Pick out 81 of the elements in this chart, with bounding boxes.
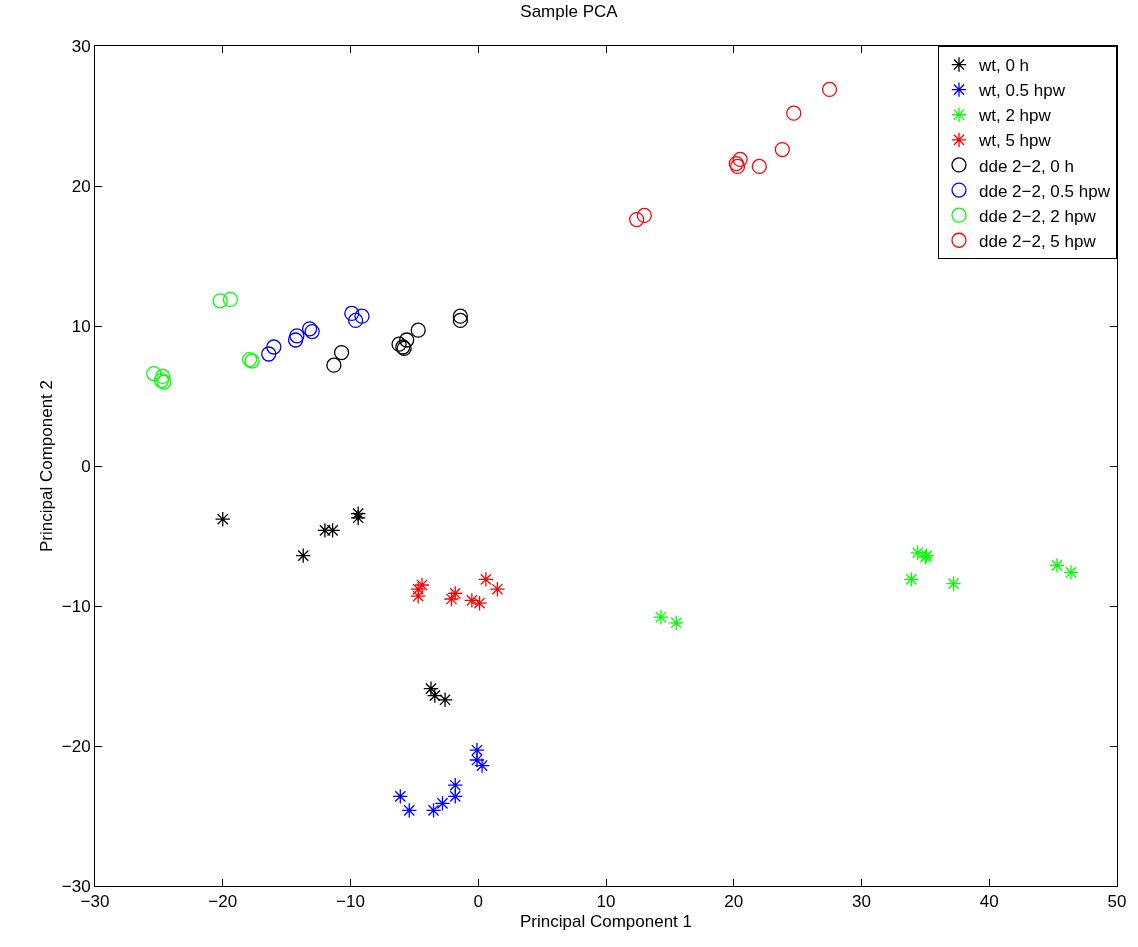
- point: [347, 312, 364, 329]
- x-tick-label: 20: [724, 892, 744, 912]
- point: [317, 522, 333, 539]
- x-axis-title: Principal Component 1: [520, 911, 692, 931]
- legend-label: dde 2−2, 0 h: [979, 156, 1075, 176]
- y-tick-label: 20: [71, 176, 91, 196]
- point: [489, 581, 506, 598]
- point: [732, 151, 748, 168]
- point: [410, 588, 427, 605]
- point: [945, 575, 962, 592]
- point: [350, 505, 367, 522]
- y-tick-label: 30: [71, 36, 91, 56]
- point: [212, 293, 228, 309]
- point: [324, 522, 341, 539]
- point: [399, 332, 415, 348]
- point: [443, 591, 460, 607]
- point: [668, 614, 685, 631]
- y-tick-label: −20: [61, 736, 91, 756]
- point: [410, 322, 426, 338]
- x-tick-label: 10: [596, 892, 616, 912]
- point: [146, 365, 162, 382]
- point: [751, 158, 767, 175]
- point: [354, 308, 370, 324]
- x-tick-label: −10: [336, 892, 365, 912]
- point: [447, 777, 464, 794]
- legend-label: dde 2−2, 0.5 hpw: [979, 181, 1111, 201]
- point: [214, 511, 231, 528]
- point: [261, 346, 277, 362]
- point: [1063, 564, 1079, 581]
- point: [295, 547, 312, 564]
- point: [222, 291, 239, 308]
- y-tick-label: 0: [81, 456, 91, 476]
- point: [653, 609, 669, 626]
- y-tick-label: −10: [61, 596, 91, 616]
- point: [474, 757, 490, 774]
- point: [903, 571, 920, 588]
- point: [155, 368, 171, 385]
- chart-title: Sample PCA: [520, 1, 619, 21]
- x-tick-label: 40: [979, 892, 999, 912]
- legend-label: wt, 5 hpw: [978, 131, 1052, 151]
- point: [434, 795, 451, 812]
- x-tick-label: 30: [852, 892, 871, 912]
- point: [350, 509, 367, 526]
- point: [478, 571, 494, 588]
- point: [469, 752, 485, 768]
- legend-label: wt, 0.5 hpw: [978, 81, 1066, 101]
- point: [414, 577, 430, 593]
- point: [437, 691, 453, 708]
- legend-label: wt, 2 hpw: [978, 106, 1052, 126]
- legend-label: wt, 0 h: [978, 56, 1030, 76]
- x-tick-label: 0: [473, 892, 483, 912]
- point: [909, 544, 926, 561]
- point: [391, 336, 407, 352]
- point: [452, 308, 469, 324]
- point: [452, 312, 469, 329]
- point: [636, 207, 652, 224]
- point: [326, 357, 342, 373]
- x-tick-label: −20: [208, 892, 238, 912]
- legend-label: dde 2−2, 5 hpw: [979, 231, 1097, 251]
- x-tick-label: 50: [1107, 892, 1127, 912]
- legend-label: dde 2−2, 2 hpw: [979, 206, 1097, 226]
- y-tick-label: 10: [71, 316, 91, 336]
- y-axis-title: Principal Component 2: [37, 380, 57, 552]
- point: [289, 328, 305, 344]
- point: [447, 585, 464, 602]
- point: [426, 687, 443, 704]
- point: [344, 305, 360, 322]
- point: [423, 680, 439, 697]
- point: [333, 344, 350, 361]
- point: [629, 211, 645, 228]
- point: [401, 802, 418, 819]
- point: [425, 802, 442, 819]
- point: [1049, 557, 1065, 574]
- point: [821, 81, 838, 98]
- point: [447, 788, 464, 805]
- point: [287, 332, 304, 348]
- point: [786, 105, 802, 121]
- point: [392, 788, 409, 805]
- y-tick-label: −30: [61, 876, 91, 896]
- point: [266, 339, 282, 355]
- point: [774, 141, 790, 158]
